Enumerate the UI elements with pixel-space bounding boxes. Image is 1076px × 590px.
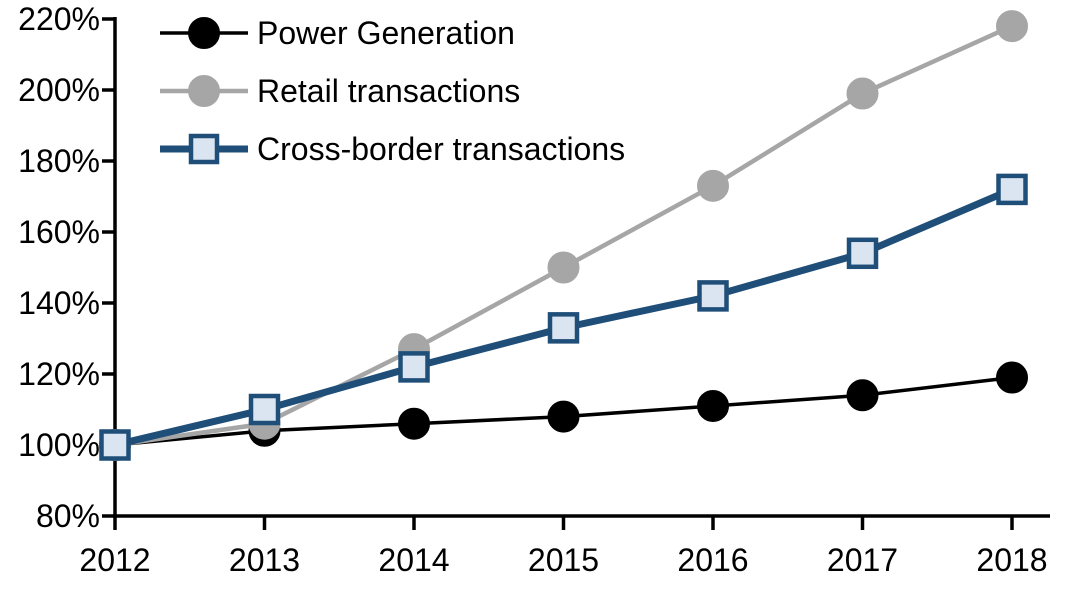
x-axis-tick-label: 2018 [976, 542, 1047, 578]
data-point-cross-border-transactions [398, 351, 430, 383]
y-axis-tick-label: 160% [18, 214, 100, 250]
y-axis-tick-label: 100% [18, 427, 100, 463]
y-axis-tick-label: 200% [18, 72, 100, 108]
data-point-retail-transactions [996, 10, 1028, 43]
x-axis-tick-label: 2012 [79, 542, 150, 578]
data-point-cross-border-transactions [996, 173, 1028, 206]
series-cross-border-transactions [99, 173, 1028, 461]
legend-item-cross-border-transactions: Cross-border transactions [158, 120, 625, 178]
data-point-power-generation [547, 400, 580, 433]
data-point-power-generation [996, 361, 1028, 394]
x-axis-tick-label: 2013 [229, 542, 300, 578]
axes: 80% 100% 120% 140% 160% 180% 200% 220% 2012 2013 2… [18, 1, 1050, 578]
x-axis-tick-label: 2016 [677, 542, 748, 578]
legend: Power Generation Retail transactions Cro… [158, 4, 625, 178]
y-axis-tick-label: 180% [18, 143, 100, 179]
data-point-power-generation [846, 379, 879, 412]
data-point-power-generation [398, 407, 430, 440]
cross-border-transactions-line-marker-icon [160, 133, 248, 165]
retail-transactions-line-marker-icon [160, 75, 248, 107]
data-point-cross-border-transactions [547, 312, 580, 344]
legend-label-retail-transactions: Retail transactions [257, 72, 521, 109]
data-point-cross-border-transactions [697, 280, 729, 312]
data-point-retail-transactions [697, 169, 729, 202]
data-point-cross-border-transactions [248, 393, 281, 426]
x-axis-tick-label: 2014 [378, 542, 449, 578]
legend-item-power-generation: Power Generation [158, 4, 625, 62]
legend-label-cross-border-transactions: Cross-border transactions [257, 130, 626, 167]
x-axis-tick-label: 2017 [827, 542, 898, 578]
data-point-cross-border-transactions [846, 237, 879, 270]
data-point-power-generation [697, 389, 729, 422]
series-power-generation [99, 361, 1028, 461]
y-axis-tick-label: 140% [18, 285, 100, 321]
legend-label-power-generation: Power Generation [257, 14, 515, 51]
y-axis-tick-label: 120% [18, 356, 100, 392]
y-axis-tick-label: 80% [36, 498, 100, 534]
data-series [99, 10, 1028, 461]
data-point-retail-transactions [547, 251, 580, 284]
legend-item-retail-transactions: Retail transactions [158, 62, 625, 120]
power-generation-line-marker-icon [160, 17, 248, 49]
data-point-retail-transactions [846, 77, 879, 110]
data-point-cross-border-transactions [99, 429, 131, 461]
x-axis-tick-label: 2015 [528, 542, 599, 578]
y-axis-tick-label: 220% [18, 1, 100, 37]
